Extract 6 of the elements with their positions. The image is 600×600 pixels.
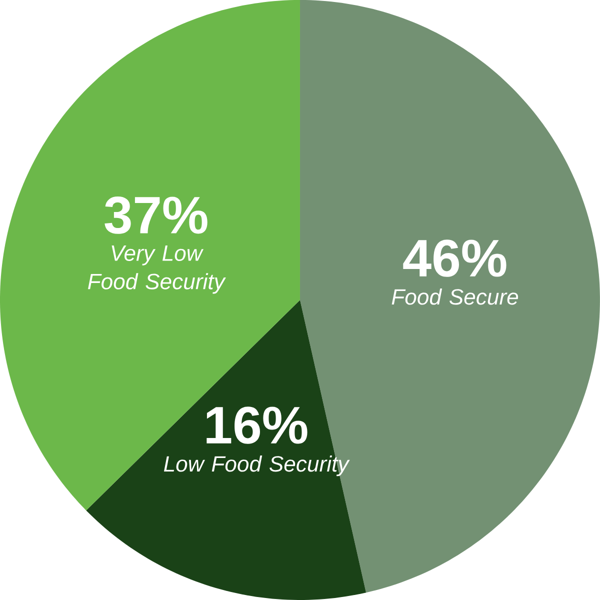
data-label: 46% <box>403 240 506 277</box>
slice-label: Low Food Security <box>164 456 350 476</box>
slice-label: Food Secure <box>392 288 518 305</box>
slice-label: Very Low Food Security <box>88 246 226 294</box>
data-label: 37% <box>104 196 208 234</box>
data-label: 16% <box>206 406 308 444</box>
